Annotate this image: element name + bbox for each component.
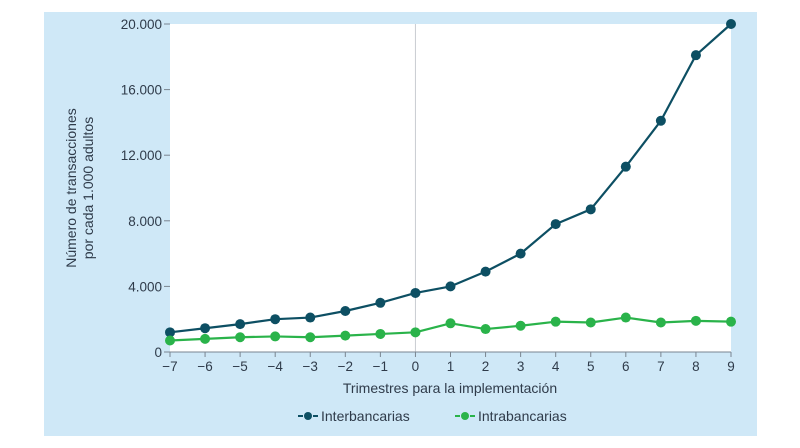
data-point-interbancarias — [655, 115, 666, 126]
data-point-intrabancarias — [620, 312, 631, 323]
x-tick-label: −6 — [197, 359, 212, 374]
data-point-interbancarias — [726, 19, 736, 29]
y-tick-label: 16.000 — [121, 83, 162, 98]
y-tick-label: 8.000 — [128, 214, 162, 229]
legend-marker-interbancarias — [304, 412, 312, 420]
data-point-interbancarias — [340, 306, 351, 316]
data-point-intrabancarias — [585, 317, 596, 328]
data-point-intrabancarias — [270, 331, 281, 342]
data-point-intrabancarias — [305, 332, 316, 343]
data-point-intrabancarias — [480, 324, 491, 335]
data-point-intrabancarias — [690, 315, 701, 326]
data-point-intrabancarias — [235, 332, 246, 343]
y-axis-label-line-2: por cada 1.000 adultos — [80, 117, 96, 259]
data-point-intrabancarias — [726, 316, 736, 327]
data-point-interbancarias — [550, 219, 561, 230]
data-point-interbancarias — [445, 281, 456, 292]
x-tick-label: 5 — [587, 359, 595, 374]
x-tick-label: −4 — [267, 359, 283, 374]
data-point-intrabancarias — [375, 328, 386, 339]
x-tick-label: 2 — [482, 359, 490, 374]
data-point-interbancarias — [480, 266, 491, 277]
x-tick-label: 8 — [692, 359, 700, 374]
x-tick-label: 3 — [517, 359, 525, 374]
data-point-intrabancarias — [340, 330, 351, 341]
legend-item-interbancarias: Interbancarias — [298, 408, 410, 424]
data-point-interbancarias — [620, 161, 631, 172]
x-tick-label: 6 — [622, 359, 630, 374]
x-tick-label: 9 — [727, 359, 735, 374]
legend-label-interbancarias: Interbancarias — [321, 408, 410, 424]
data-point-interbancarias — [305, 312, 316, 323]
data-point-interbancarias — [165, 327, 175, 338]
x-axis-ticks: −7 −6 −5 −4 −3 −2 −1 0 1 2 3 4 5 6 7 8 9 — [162, 352, 735, 374]
data-point-intrabancarias — [445, 318, 456, 329]
data-point-interbancarias — [410, 287, 421, 298]
x-tick-label: 0 — [412, 359, 420, 374]
legend-label-intrabancarias: Intrabancarias — [478, 408, 567, 424]
x-tick-label: −2 — [338, 359, 353, 374]
data-point-interbancarias — [235, 319, 246, 330]
plot-area — [170, 24, 731, 352]
data-point-interbancarias — [690, 50, 701, 61]
x-tick-label: −5 — [232, 359, 247, 374]
data-point-intrabancarias — [515, 320, 526, 331]
data-point-intrabancarias — [410, 327, 421, 338]
x-tick-label: −7 — [162, 359, 177, 374]
y-tick-label: 4.000 — [128, 279, 162, 294]
data-point-interbancarias — [585, 204, 596, 215]
x-tick-label: 1 — [447, 359, 455, 374]
legend: Interbancarias Intrabancarias — [298, 408, 567, 424]
data-point-interbancarias — [200, 323, 211, 334]
x-tick-label: 4 — [552, 359, 560, 374]
y-tick-label: 12.000 — [121, 148, 162, 163]
data-point-intrabancarias — [200, 333, 211, 344]
series-layer — [165, 19, 736, 346]
data-point-interbancarias — [515, 248, 526, 259]
legend-marker-intrabancarias — [461, 412, 469, 420]
data-point-intrabancarias — [550, 316, 561, 327]
legend-item-intrabancarias: Intrabancarias — [455, 408, 567, 424]
y-axis-ticks: 0 4.000 8.000 12.000 16.000 20.000 — [121, 17, 170, 360]
y-tick-label: 0 — [154, 345, 162, 360]
data-point-interbancarias — [375, 297, 386, 308]
y-axis-label-line-1: Número de transacciones — [63, 108, 79, 268]
data-point-interbancarias — [270, 314, 281, 325]
x-tick-label: −1 — [373, 359, 388, 374]
data-point-intrabancarias — [165, 335, 175, 346]
x-tick-label: −3 — [303, 359, 318, 374]
x-tick-label: 7 — [657, 359, 665, 374]
data-point-intrabancarias — [655, 317, 666, 328]
x-axis-label: Trimestres para la implementación — [343, 380, 557, 396]
y-tick-label: 20.000 — [121, 17, 162, 32]
